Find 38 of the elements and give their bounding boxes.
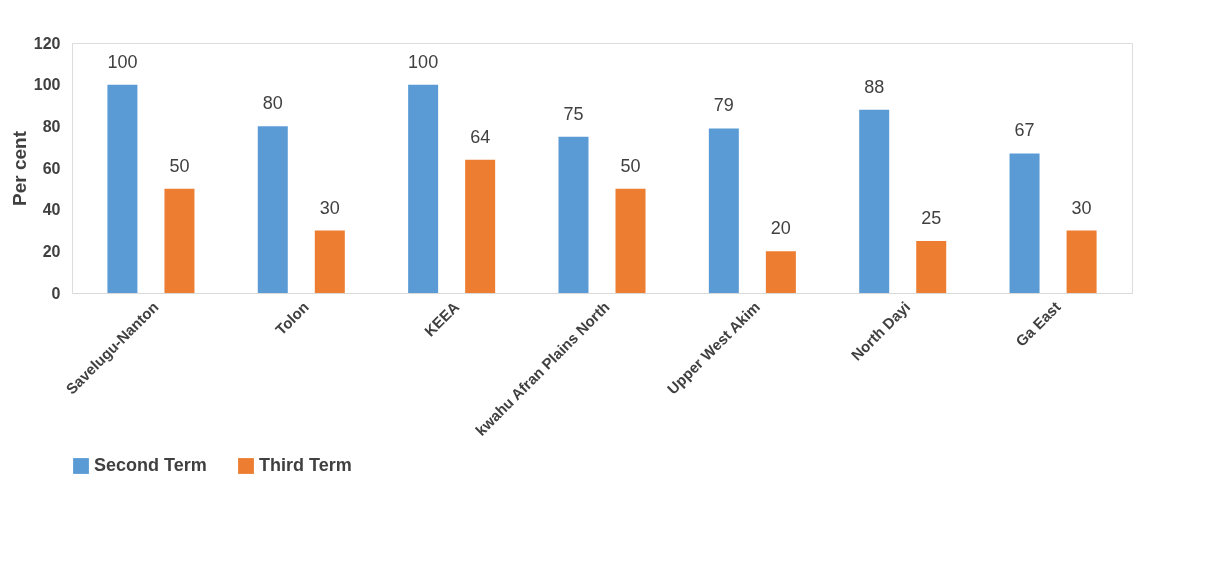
legend-label: Second Term <box>94 455 207 475</box>
y-tick-label: 0 <box>51 284 61 302</box>
bar <box>1066 230 1097 293</box>
y-tick-label: 100 <box>33 76 61 94</box>
bar <box>558 136 589 293</box>
data-label: 67 <box>1014 120 1035 141</box>
bar <box>408 84 439 293</box>
data-label: 50 <box>620 155 641 176</box>
bar <box>314 230 345 293</box>
bar <box>107 84 138 293</box>
bar <box>257 126 288 293</box>
y-tick-label: 80 <box>42 117 61 135</box>
bar <box>465 159 496 293</box>
y-axis-title: Per cent <box>8 130 30 206</box>
data-label: 30 <box>319 197 340 218</box>
bar <box>765 251 796 293</box>
bar <box>859 109 890 293</box>
y-tick-label: 40 <box>42 201 61 219</box>
bar <box>1009 153 1040 293</box>
data-label: 100 <box>408 51 439 72</box>
data-label: 25 <box>921 207 942 228</box>
y-tick-label: 120 <box>33 34 61 52</box>
data-label: 80 <box>262 93 283 114</box>
y-tick-label: 20 <box>42 242 61 260</box>
data-label: 75 <box>563 103 584 124</box>
data-label: 50 <box>169 155 190 176</box>
bar <box>916 240 947 293</box>
data-label: 100 <box>107 51 138 72</box>
bar <box>164 188 195 293</box>
data-label: 20 <box>770 218 791 239</box>
y-tick-label: 60 <box>42 159 61 177</box>
data-label: 79 <box>713 95 734 116</box>
bar <box>615 188 646 293</box>
legend-label: Third Term <box>259 455 352 475</box>
bar <box>708 128 739 293</box>
data-label: 30 <box>1071 197 1092 218</box>
data-label: 64 <box>470 126 491 147</box>
data-label: 88 <box>864 76 885 97</box>
